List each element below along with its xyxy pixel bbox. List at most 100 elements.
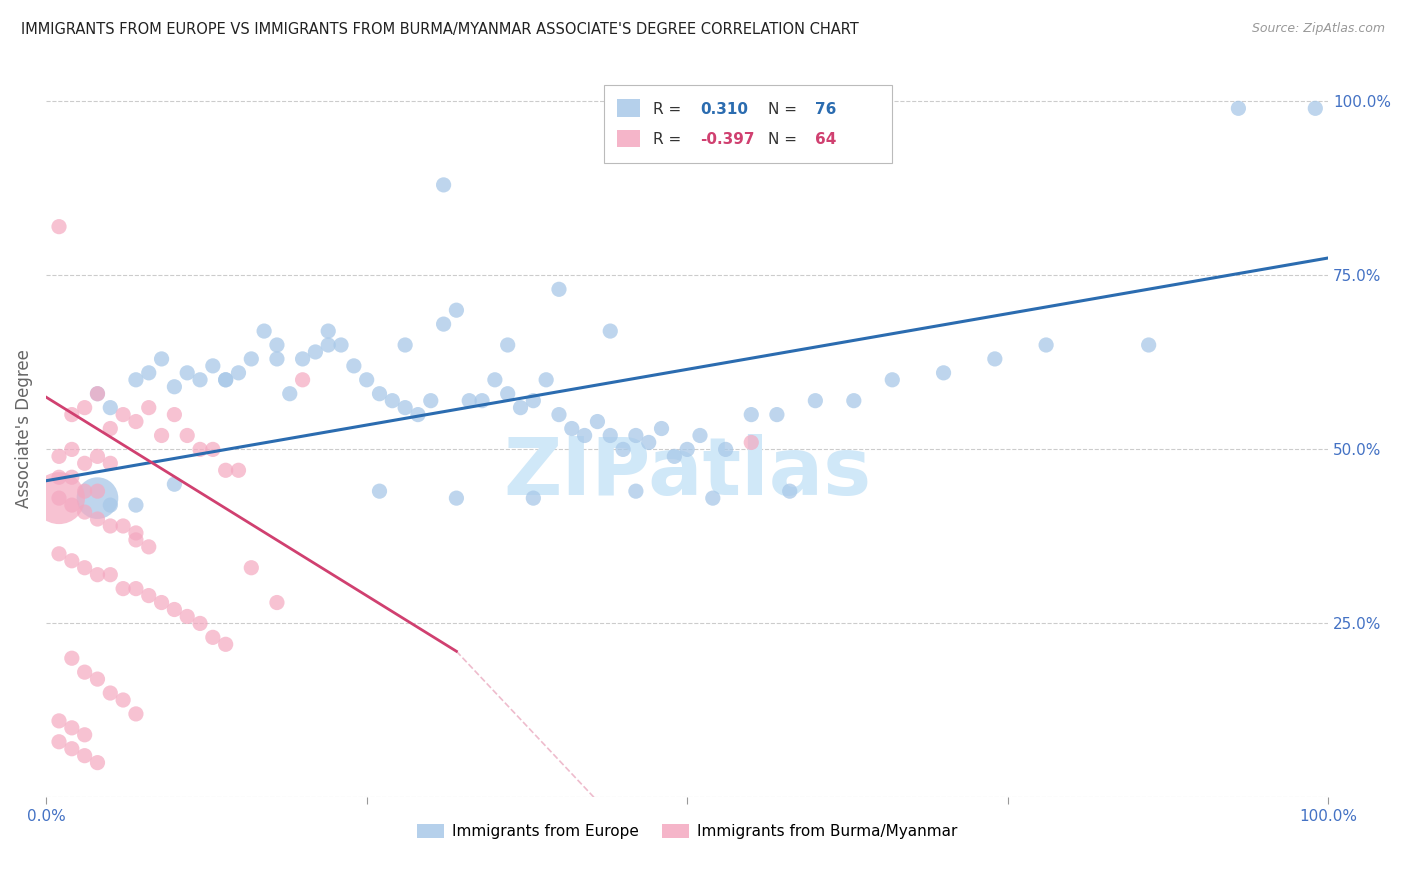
Point — [60, 442, 83, 457]
Point — [125, 525, 148, 540]
Point — [73, 748, 96, 763]
Point — [176, 609, 198, 624]
Point — [1305, 101, 1327, 115]
Point — [86, 386, 108, 401]
Point — [188, 442, 211, 457]
Point — [73, 560, 96, 574]
Point — [48, 547, 70, 561]
Point — [60, 741, 83, 756]
Point — [215, 463, 238, 477]
Legend: Immigrants from Europe, Immigrants from Burma/Myanmar: Immigrants from Europe, Immigrants from … — [411, 818, 963, 845]
Point — [304, 345, 326, 359]
Point — [624, 428, 647, 442]
Point — [574, 428, 596, 442]
Text: 0.310: 0.310 — [700, 102, 748, 117]
Point — [215, 373, 238, 387]
Point — [1137, 338, 1160, 352]
Point — [471, 393, 494, 408]
Point — [433, 178, 456, 192]
Point — [253, 324, 276, 338]
Point — [60, 408, 83, 422]
Point — [548, 408, 571, 422]
Point — [394, 401, 416, 415]
Point — [266, 351, 288, 366]
Point — [112, 693, 135, 707]
Point — [714, 442, 737, 457]
Point — [150, 428, 173, 442]
Point — [664, 450, 686, 464]
Point — [48, 491, 70, 505]
Point — [394, 338, 416, 352]
Point — [522, 491, 544, 505]
Point — [740, 408, 762, 422]
Point — [316, 338, 339, 352]
Point — [932, 366, 955, 380]
Point — [599, 324, 621, 338]
Point — [419, 393, 441, 408]
Point — [509, 401, 531, 415]
Point — [599, 428, 621, 442]
Point — [406, 408, 429, 422]
Point — [150, 351, 173, 366]
Point — [86, 450, 108, 464]
Text: 76: 76 — [815, 102, 837, 117]
Point — [112, 582, 135, 596]
Point — [176, 366, 198, 380]
Point — [138, 401, 160, 415]
Point — [98, 686, 121, 700]
Point — [125, 706, 148, 721]
Point — [316, 324, 339, 338]
Point — [60, 498, 83, 512]
Point — [624, 484, 647, 499]
Point — [86, 491, 108, 505]
Point — [548, 282, 571, 296]
Point — [86, 756, 108, 770]
Point — [188, 616, 211, 631]
Text: ZIPatlas: ZIPatlas — [503, 434, 872, 512]
Point — [73, 484, 96, 499]
Point — [125, 373, 148, 387]
Point — [779, 484, 801, 499]
Point — [266, 338, 288, 352]
Point — [48, 219, 70, 234]
Point — [330, 338, 353, 352]
Point — [125, 533, 148, 547]
Point — [278, 386, 301, 401]
Point — [73, 456, 96, 470]
Point — [138, 589, 160, 603]
Point — [1227, 101, 1250, 115]
Point — [138, 540, 160, 554]
Point — [740, 435, 762, 450]
Point — [60, 721, 83, 735]
Point — [112, 519, 135, 533]
Text: -0.397: -0.397 — [700, 132, 755, 147]
Text: N =: N = — [768, 102, 801, 117]
Point — [98, 456, 121, 470]
Point — [484, 373, 506, 387]
Point — [446, 491, 468, 505]
Point — [201, 442, 224, 457]
Point — [496, 386, 519, 401]
Point — [651, 421, 673, 435]
Point — [112, 408, 135, 422]
Y-axis label: Associate's Degree: Associate's Degree — [15, 349, 32, 508]
Point — [98, 401, 121, 415]
Point — [201, 359, 224, 373]
Point — [86, 672, 108, 686]
Point — [882, 373, 904, 387]
Point — [842, 393, 865, 408]
Point — [73, 728, 96, 742]
Point — [48, 735, 70, 749]
Point — [60, 651, 83, 665]
Point — [215, 637, 238, 651]
Point — [612, 442, 634, 457]
Point — [228, 463, 250, 477]
Point — [86, 386, 108, 401]
Point — [86, 512, 108, 526]
Point — [586, 415, 609, 429]
Point — [60, 554, 83, 568]
Point — [48, 470, 70, 484]
Point — [804, 393, 827, 408]
Point — [86, 567, 108, 582]
Point — [98, 498, 121, 512]
